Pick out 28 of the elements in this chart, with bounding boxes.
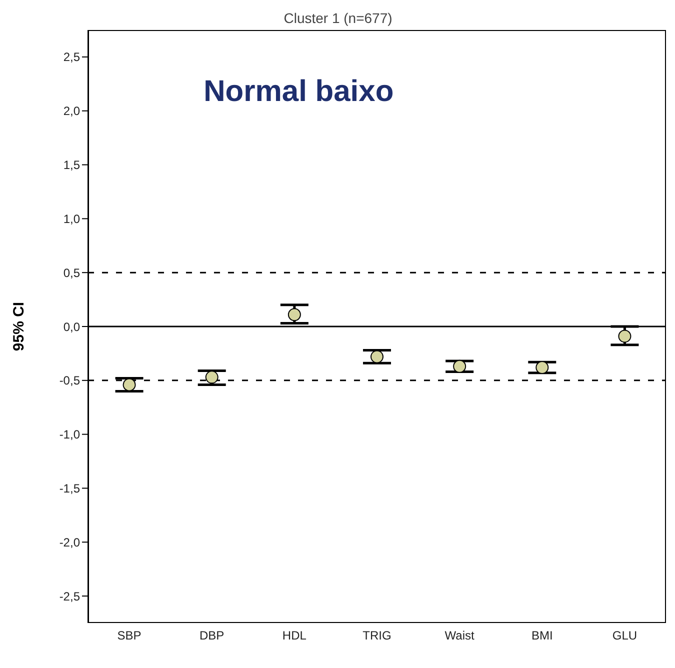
y-tick-label: -2,5 — [59, 589, 80, 604]
point — [536, 360, 549, 374]
x-tick-label: GLU — [612, 628, 638, 643]
y-tick-label: 2,5 — [63, 50, 80, 64]
point — [453, 360, 466, 373]
point — [370, 350, 384, 364]
y-tick-label: 1,0 — [63, 212, 80, 226]
y-tick-label: 0,0 — [63, 320, 80, 334]
x-tick-label: HDL — [282, 628, 307, 643]
y-tick-label: -1,5 — [59, 481, 80, 496]
x-tick-label: TRIG — [362, 628, 392, 643]
point — [618, 330, 632, 343]
annotation: Normal baixo — [204, 75, 394, 109]
x-tick-label: SBP — [117, 628, 142, 643]
y-tick-label: 1,5 — [63, 158, 80, 172]
y-tick-label: 2,0 — [63, 104, 80, 118]
x-tick-label: Waist — [444, 628, 476, 643]
point — [205, 370, 218, 384]
y-axis-title: 95% CI — [10, 302, 28, 352]
y-tick-label: -0,5 — [59, 374, 80, 388]
x-tick-label: DBP — [200, 628, 224, 643]
y-tick-label: -1,0 — [59, 428, 80, 442]
x-tick-label: BMI — [531, 628, 553, 643]
y-tick-label: 0,5 — [63, 266, 80, 280]
point — [122, 378, 136, 392]
y-tick-label: -2,0 — [59, 535, 80, 550]
chart-title: Cluster 1 (n=677) — [282, 9, 394, 28]
point — [288, 308, 301, 322]
